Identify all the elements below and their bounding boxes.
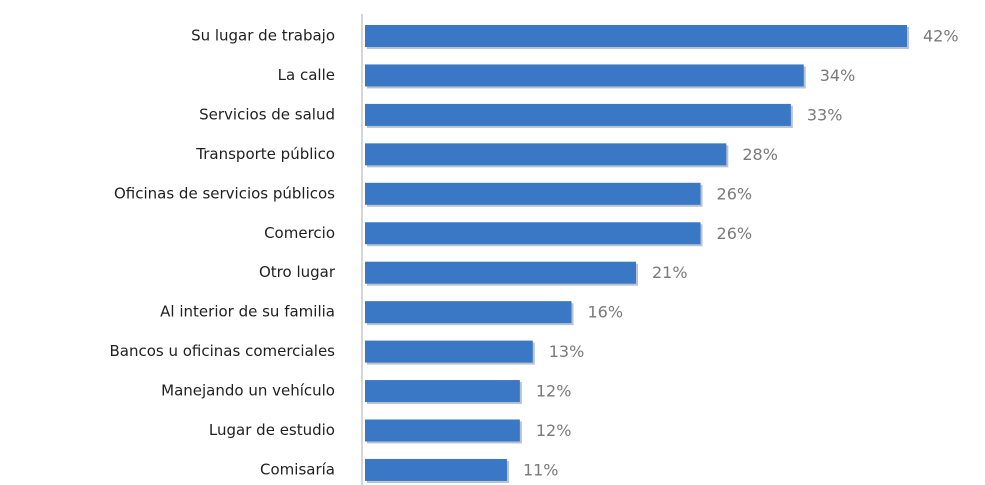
bar: [365, 419, 520, 442]
category-label: Servicios de salud: [199, 105, 335, 123]
value-label: 21%: [652, 263, 688, 282]
category-label: La calle: [278, 66, 335, 84]
value-label: 42%: [923, 27, 959, 46]
bar: [365, 340, 533, 363]
value-label: 33%: [807, 105, 843, 124]
value-label: 26%: [717, 184, 753, 203]
value-label: 28%: [742, 145, 778, 164]
value-label: 12%: [536, 421, 572, 440]
category-label: Transporte público: [195, 145, 335, 163]
category-label: Manejando un vehículo: [161, 382, 335, 400]
bar: [365, 182, 701, 205]
bar: [365, 380, 520, 403]
category-label: Comisaría: [260, 460, 335, 478]
value-label: 13%: [549, 342, 585, 361]
bar: [365, 64, 804, 87]
bar: [365, 143, 727, 166]
bar: [365, 222, 701, 245]
bar: [365, 261, 636, 284]
category-label: Otro lugar: [259, 263, 336, 281]
bar: [365, 458, 507, 481]
category-label: Comercio: [264, 224, 335, 242]
category-label: Oficinas de servicios públicos: [114, 184, 335, 202]
category-label: Su lugar de trabajo: [191, 27, 335, 45]
bar: [365, 25, 907, 47]
value-label: 11%: [523, 460, 559, 479]
value-label: 16%: [587, 303, 623, 322]
bar: [365, 301, 572, 324]
value-label: 34%: [820, 66, 856, 85]
category-label: Al interior de su familia: [160, 303, 335, 321]
category-label: Bancos u oficinas comerciales: [109, 342, 335, 360]
value-label: 26%: [717, 224, 753, 243]
category-label: Lugar de estudio: [209, 421, 335, 439]
bar: [365, 103, 791, 126]
value-label: 12%: [536, 382, 572, 401]
